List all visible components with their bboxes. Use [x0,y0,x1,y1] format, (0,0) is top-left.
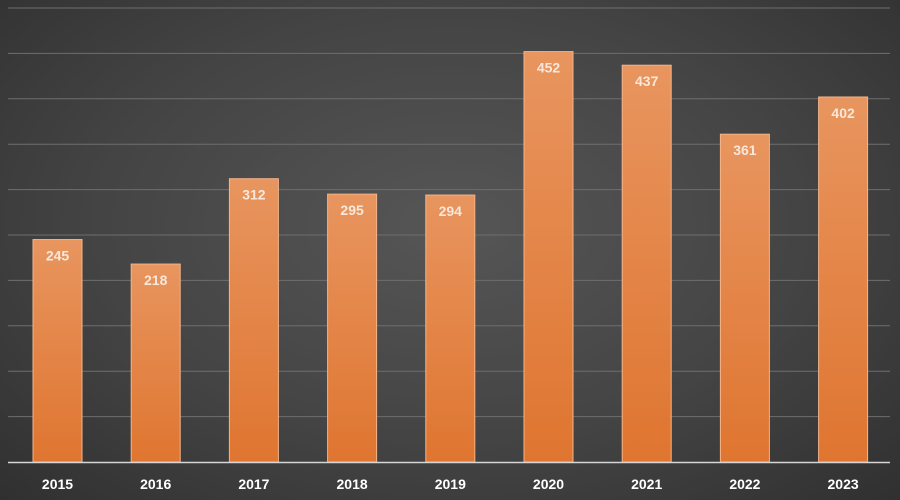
bar-2020 [523,51,574,463]
bar-2016 [130,263,181,463]
data-label-2019: 294 [439,203,463,219]
x-tick-label-2016: 2016 [140,476,171,492]
data-label-2017: 312 [242,187,266,203]
x-tick-label-2023: 2023 [828,476,859,492]
x-tick-label-2015: 2015 [42,476,73,492]
bar-2021 [621,64,672,463]
data-label-2022: 361 [733,142,757,158]
data-label-2021: 437 [635,73,659,89]
bar-2022 [719,133,770,463]
bar-2018 [327,193,378,463]
data-label-2023: 402 [831,105,855,121]
x-tick-label-2022: 2022 [729,476,760,492]
x-tick-label-2017: 2017 [238,476,269,492]
bar-2019 [425,194,476,463]
data-label-2020: 452 [537,60,561,76]
bar-2015 [32,239,83,463]
bar-2017 [228,178,279,463]
bars [32,51,869,463]
data-label-2016: 218 [144,272,168,288]
data-labels: 245 218 312 295 294 452 437 361 402 [46,60,855,288]
data-label-2015: 245 [46,248,70,264]
x-tick-label-2021: 2021 [631,476,662,492]
data-label-2018: 295 [340,202,364,218]
bar-2023 [818,96,869,463]
x-tick-label-2020: 2020 [533,476,564,492]
x-tick-label-2018: 2018 [337,476,368,492]
x-tick-labels: 2015 2016 2017 2018 2019 2020 2021 2022 2023 [42,476,859,492]
x-tick-label-2019: 2019 [435,476,466,492]
